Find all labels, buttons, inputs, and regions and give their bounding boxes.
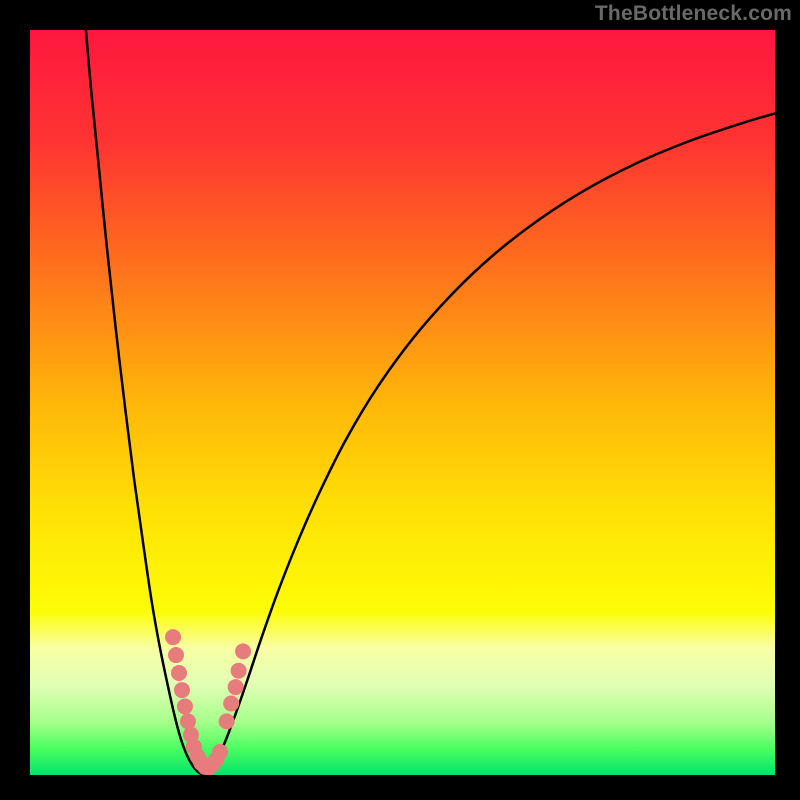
marker-bottom-4: [212, 744, 228, 760]
marker-left-5: [180, 713, 196, 729]
marker-left-4: [177, 698, 193, 714]
marker-left-2: [171, 665, 187, 681]
marker-right-0: [219, 713, 235, 729]
marker-right-4: [235, 643, 251, 659]
gradient-background: [30, 30, 775, 775]
plot-area: [30, 30, 775, 775]
watermark-text: TheBottleneck.com: [595, 2, 792, 26]
marker-left-0: [165, 629, 181, 645]
marker-right-2: [228, 679, 244, 695]
marker-left-1: [168, 647, 184, 663]
marker-left-3: [174, 682, 190, 698]
marker-right-1: [223, 695, 239, 711]
plot-svg: [30, 30, 775, 775]
chart-root: TheBottleneck.com: [0, 0, 800, 800]
marker-right-3: [231, 663, 247, 679]
